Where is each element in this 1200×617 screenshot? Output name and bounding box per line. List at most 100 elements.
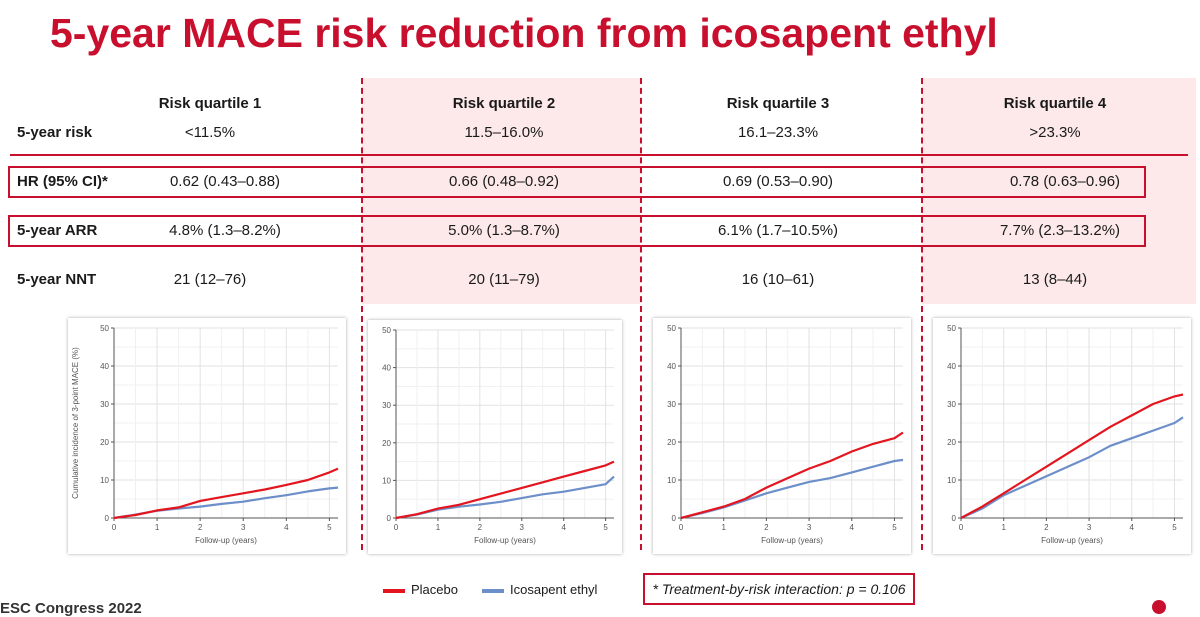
km-chart-quartile-4: 0 10 20 30 40 50 0 1 2 3 4 5 Follow-up (years) xyxy=(947,324,1184,545)
q4-risk-cell: >23.3% xyxy=(1029,124,1081,141)
quartile-1-header: Risk quartile 1 xyxy=(158,95,262,112)
x-axis-label: Follow-up (years) xyxy=(195,536,257,545)
x-axis-label: Follow-up (years) xyxy=(761,536,823,545)
x-axis-label: Follow-up (years) xyxy=(1041,536,1103,545)
table-header-rule xyxy=(10,154,1188,156)
y-tick-label: 10 xyxy=(947,476,956,485)
x-tick-label: 3 xyxy=(520,523,525,532)
x-tick-label: 5 xyxy=(603,523,608,532)
y-tick-label: 30 xyxy=(382,401,391,410)
y-tick-label: 40 xyxy=(382,364,391,373)
x-tick-label: 0 xyxy=(394,523,399,532)
q1-risk-cell: <11.5% xyxy=(184,124,236,141)
q4-nnt-cell: 13 (8–44) xyxy=(1022,271,1088,288)
q1-nnt-cell: 21 (12–76) xyxy=(173,271,247,288)
x-tick-label: 4 xyxy=(284,523,289,532)
q3-arr-cell: 6.1% (1.7–10.5%) xyxy=(717,222,839,239)
km-chart-quartile-2: 0 10 20 30 40 50 0 1 2 3 4 5 Follow-up (years) xyxy=(382,326,615,545)
y-tick-label: 10 xyxy=(100,476,109,485)
y-tick-label: 20 xyxy=(382,439,391,448)
x-tick-label: 3 xyxy=(1087,523,1092,532)
q2-nnt-cell: 20 (11–79) xyxy=(468,271,540,288)
x-tick-label: 4 xyxy=(850,523,855,532)
nnt-row-label: 5-year NNT xyxy=(17,271,97,288)
y-tick-label: 40 xyxy=(667,362,676,371)
series-line-placebo xyxy=(960,393,1184,519)
legend-placebo-label: Placebo xyxy=(411,582,458,597)
series-line-icosapent-ethyl xyxy=(960,416,1184,520)
series-line-placebo xyxy=(680,431,904,520)
quartile-3-header: Risk quartile 3 xyxy=(726,95,830,112)
icosapent-swatch xyxy=(482,588,504,593)
slide-title: 5-year MACE risk reduction from icosapen… xyxy=(50,10,998,56)
y-tick-label: 0 xyxy=(105,514,110,523)
column-divider-1 xyxy=(361,78,363,550)
x-tick-label: 4 xyxy=(1130,523,1135,532)
series-line-placebo xyxy=(395,460,615,520)
y-tick-label: 0 xyxy=(952,514,957,523)
q3-nnt-cell: 16 (10–61) xyxy=(741,271,815,288)
q4-hr-cell: 0.78 (0.63–0.96) xyxy=(1009,173,1121,190)
y-tick-label: 0 xyxy=(672,514,677,523)
q3-hr-cell: 0.69 (0.53–0.90) xyxy=(722,173,834,190)
x-tick-label: 2 xyxy=(198,523,203,532)
arr-row-highlight xyxy=(8,215,1146,247)
x-tick-label: 1 xyxy=(155,523,160,532)
x-tick-label: 1 xyxy=(436,523,441,532)
y-tick-label: 30 xyxy=(667,400,676,409)
y-tick-label: 20 xyxy=(667,438,676,447)
y-axis-label: Cumulative incidence of 3-point MACE (%) xyxy=(71,347,80,499)
x-tick-label: 0 xyxy=(959,523,964,532)
x-tick-label: 2 xyxy=(478,523,483,532)
legend-placebo: Placebo xyxy=(383,582,458,597)
hr-row-label: HR (95% CI)* xyxy=(17,173,108,190)
y-tick-label: 50 xyxy=(382,326,391,335)
x-tick-label: 1 xyxy=(1001,523,1006,532)
quartile-2-header: Risk quartile 2 xyxy=(452,95,556,112)
column-divider-3 xyxy=(921,78,923,550)
y-tick-label: 20 xyxy=(947,438,956,447)
q4-arr-cell: 7.7% (2.3–13.2%) xyxy=(999,222,1121,239)
interaction-note: * Treatment-by-risk interaction: p = 0.1… xyxy=(643,573,915,605)
y-tick-label: 50 xyxy=(947,324,956,333)
hr-row-highlight xyxy=(8,166,1146,198)
y-tick-label: 50 xyxy=(667,324,676,333)
x-tick-label: 2 xyxy=(764,523,769,532)
y-tick-label: 40 xyxy=(100,362,109,371)
quartile-2-shade xyxy=(362,78,640,304)
q1-hr-cell: 0.62 (0.43–0.88) xyxy=(169,173,281,190)
series-line-placebo xyxy=(113,467,339,520)
legend-icosapent-label: Icosapent ethyl xyxy=(510,582,598,597)
y-tick-label: 40 xyxy=(947,362,956,371)
y-tick-label: 50 xyxy=(100,324,109,333)
q1-arr-cell: 4.8% (1.3–8.2%) xyxy=(169,222,281,239)
risk-row-label: 5-year risk xyxy=(17,124,93,141)
x-tick-label: 1 xyxy=(721,523,726,532)
q2-risk-cell: 11.5–16.0% xyxy=(464,124,544,141)
x-tick-label: 0 xyxy=(679,523,684,532)
legend-icosapent: Icosapent ethyl xyxy=(482,582,597,597)
km-plot-quartile-3: 0 10 20 30 40 50 0 1 2 3 4 5 Follow-up (years) xyxy=(653,318,911,554)
logo-dot-icon xyxy=(1152,600,1166,614)
x-tick-label: 3 xyxy=(241,523,246,532)
arr-row-label: 5-year ARR xyxy=(17,222,98,239)
x-tick-label: 3 xyxy=(807,523,812,532)
y-tick-label: 10 xyxy=(667,476,676,485)
km-chart-quartile-1: 0 10 20 30 40 50 0 1 2 3 4 5 Follow-up (years) Cumula… xyxy=(71,324,339,545)
column-divider-2 xyxy=(640,78,642,550)
x-tick-label: 5 xyxy=(1172,523,1177,532)
x-tick-label: 5 xyxy=(327,523,332,532)
q2-arr-cell: 5.0% (1.3–8.7%) xyxy=(448,222,560,239)
km-plot-quartile-4: 0 10 20 30 40 50 0 1 2 3 4 5 Follow-up (years) xyxy=(933,318,1191,554)
x-tick-label: 0 xyxy=(112,523,117,532)
y-tick-label: 30 xyxy=(947,400,956,409)
y-tick-label: 20 xyxy=(100,438,109,447)
y-tick-label: 10 xyxy=(382,476,391,485)
placebo-swatch xyxy=(383,588,405,593)
quartile-4-shade xyxy=(922,78,1196,304)
x-axis-label: Follow-up (years) xyxy=(474,536,536,545)
q2-hr-cell: 0.66 (0.48–0.92) xyxy=(448,173,560,190)
km-plot-quartile-1: 0 10 20 30 40 50 0 1 2 3 4 5 Follow-up (years) Cumula… xyxy=(68,318,346,554)
x-tick-label: 4 xyxy=(561,523,566,532)
q3-risk-cell: 16.1–23.3% xyxy=(737,124,819,141)
